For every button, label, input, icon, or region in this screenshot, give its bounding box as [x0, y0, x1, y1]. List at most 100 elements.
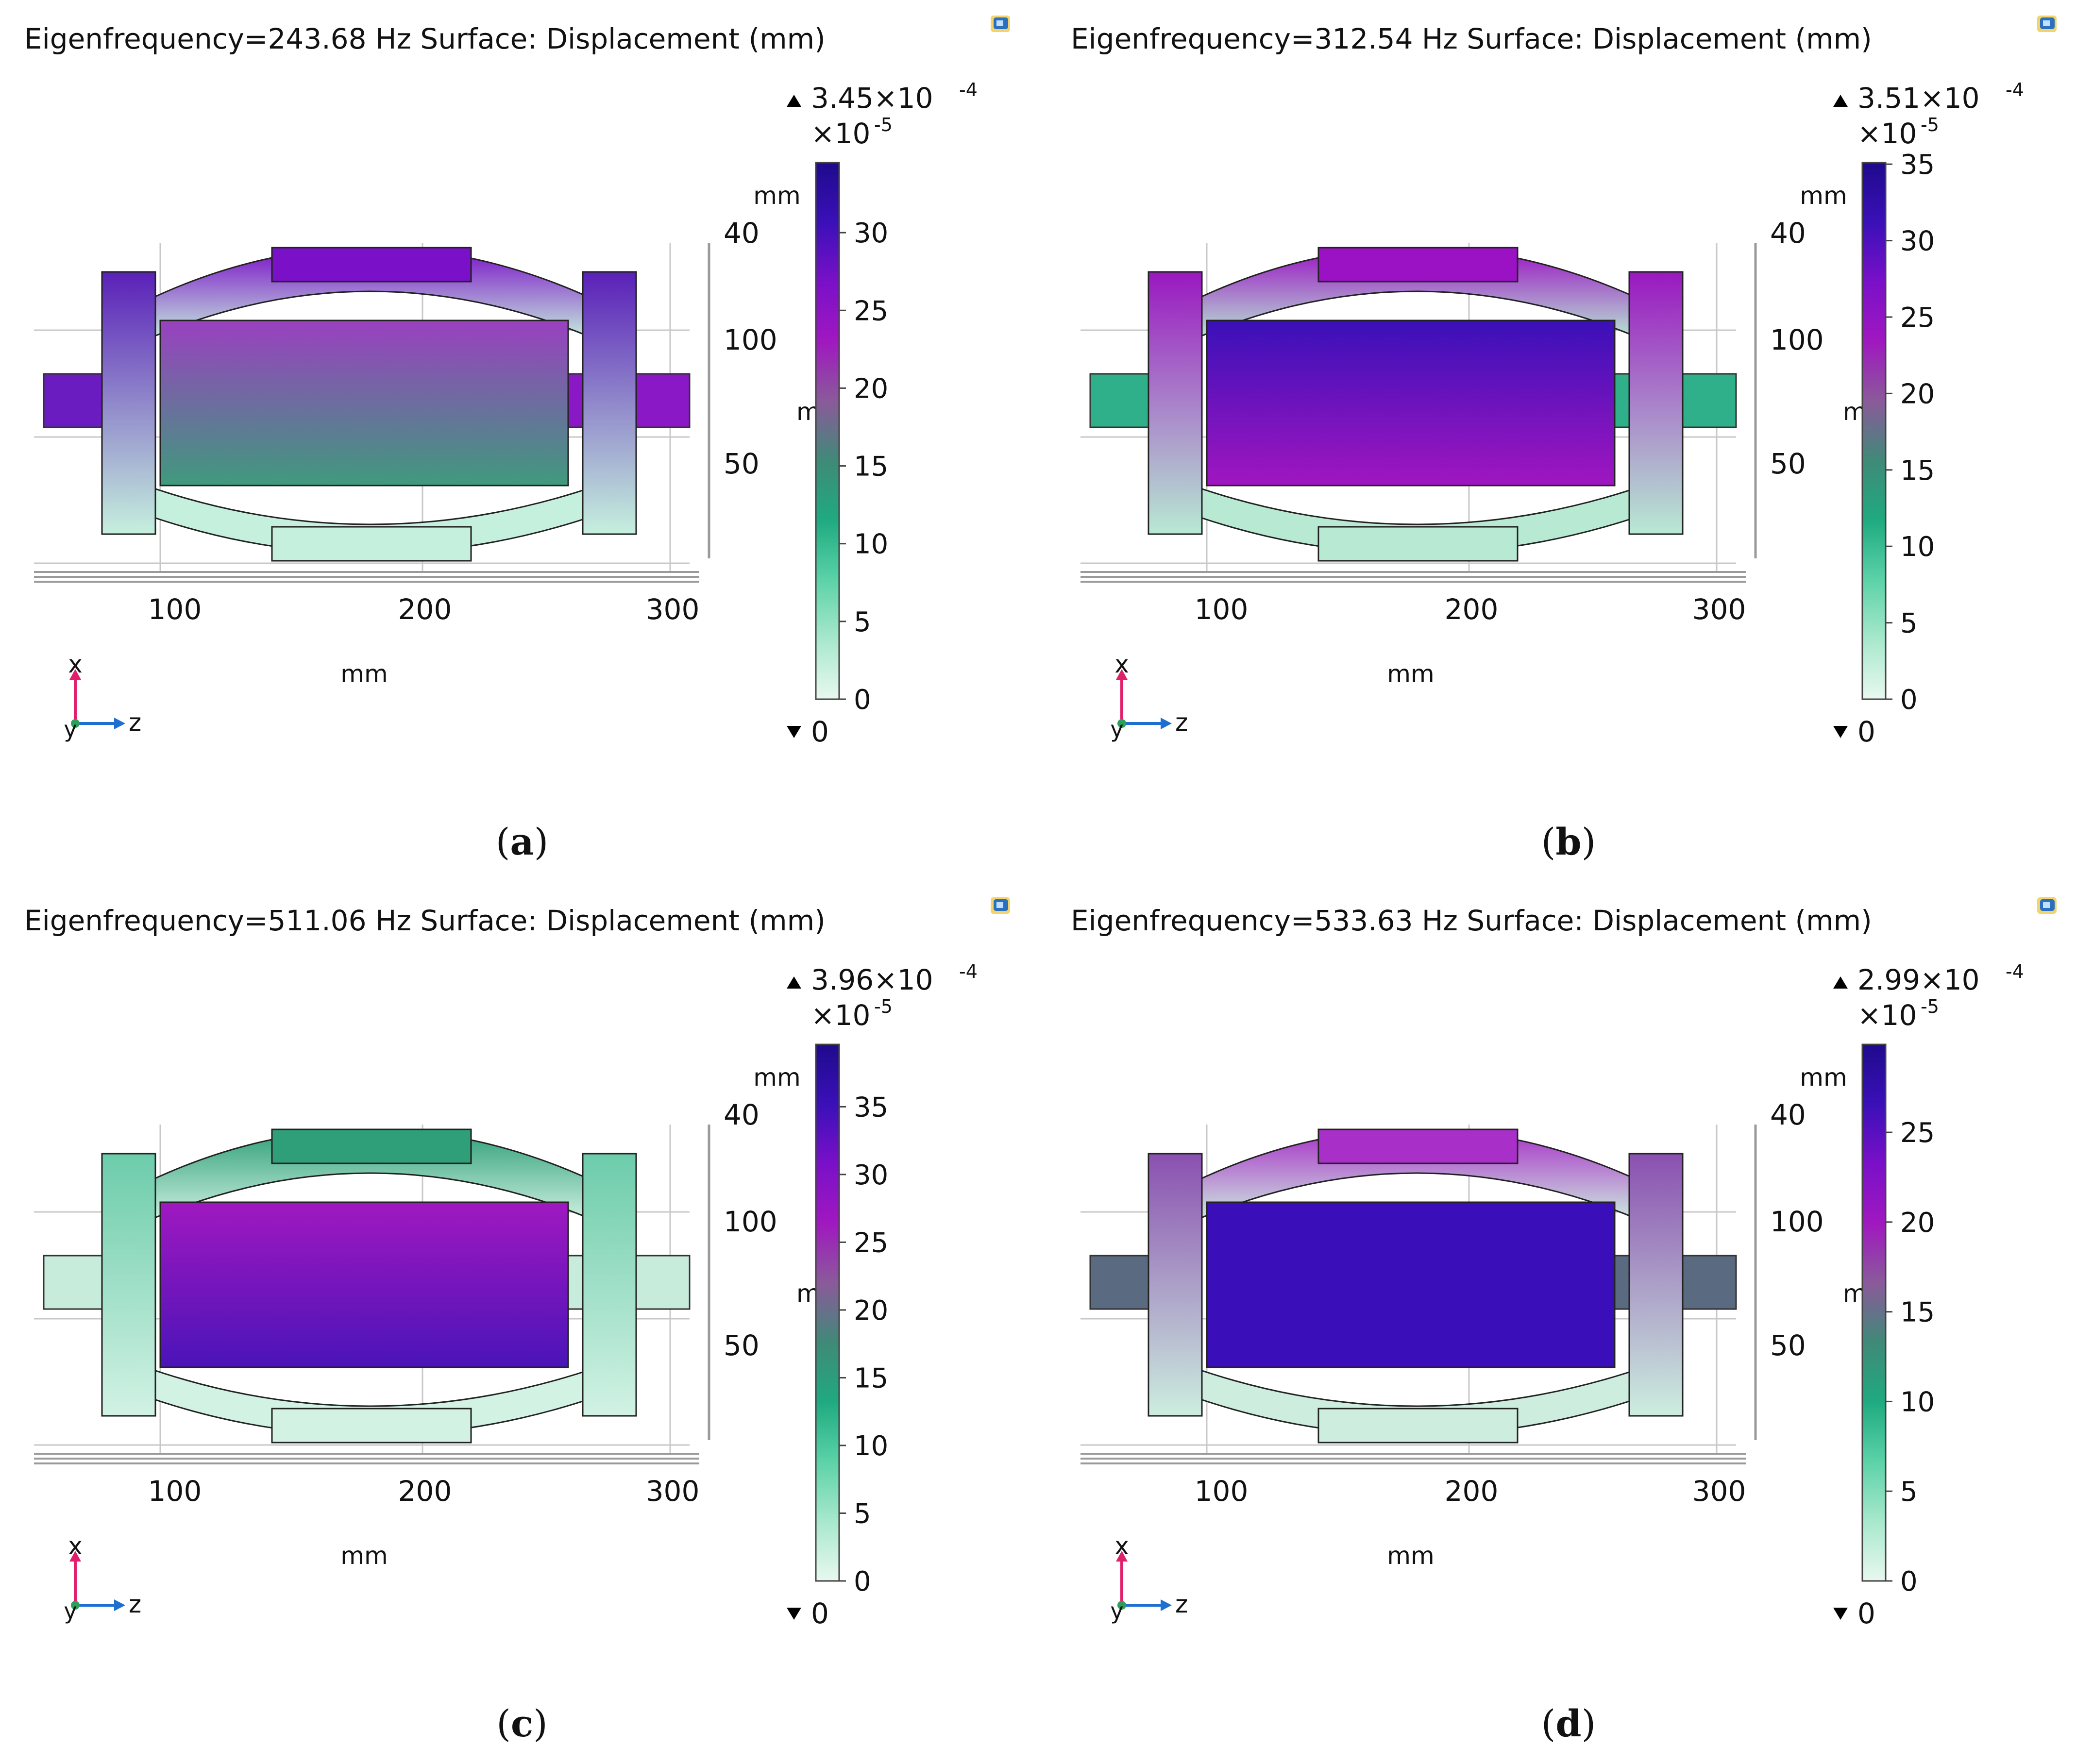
side-tick-label: 100 [724, 1205, 777, 1238]
min-triangle-icon [1833, 1608, 1848, 1620]
triad-x-label: x [68, 1532, 83, 1560]
colorbar-tick-label: 20 [1900, 1207, 1935, 1239]
upper-pad [271, 247, 472, 283]
central-mass [1206, 1201, 1616, 1368]
plot-title: Eigenfrequency=312.54 Hz Surface: Displa… [1071, 22, 1872, 55]
triad-y-label: y [1110, 1598, 1123, 1624]
model-render [1080, 1125, 1757, 1464]
triad-y-dot [71, 719, 80, 728]
colorbar-scale-exponent: -5 [1921, 996, 1939, 1017]
triad-x-label: x [68, 650, 83, 678]
colorbar-tick-label: 15 [1900, 1297, 1935, 1328]
figure-panel-b: Eigenfrequency=312.54 Hz Surface: Displa… [1046, 0, 2093, 882]
triad-z-label: z [129, 1590, 141, 1618]
side-tick-label: 100 [1770, 1205, 1824, 1238]
side-tick-label: 50 [724, 447, 760, 480]
colorbar-tick-label: 25 [1900, 1117, 1935, 1149]
triad-x-label: x [1114, 650, 1129, 678]
colorbar-tick-label: 0 [1900, 684, 1918, 716]
colorbar-tick-label: 30 [1900, 226, 1935, 257]
central-mass [159, 1201, 569, 1368]
upper-pad [271, 1128, 472, 1164]
colorbar-max-label: 2.99×10 [1857, 963, 1980, 996]
x-tick-label: 300 [1692, 1475, 1746, 1508]
colorbar-tick-label: 10 [854, 1430, 888, 1462]
colorbar-tick-label: 5 [1900, 608, 1918, 639]
upper-pad [1317, 1128, 1519, 1164]
colorbar-max-exponent: -4 [2006, 961, 2024, 982]
colorbar-tick-label: 35 [1900, 149, 1935, 181]
left-leg [101, 271, 156, 535]
x-axis-unit: mm [1387, 660, 1434, 688]
side-tick-label: 50 [724, 1329, 760, 1362]
colorbar-tick-label: 20 [1900, 378, 1935, 410]
plot-title: Eigenfrequency=533.63 Hz Surface: Displa… [1071, 904, 1872, 937]
x-tick-label: 100 [1195, 593, 1249, 626]
x-tick-label: 300 [646, 1475, 700, 1508]
colorbar-tick-label: 35 [854, 1092, 888, 1123]
caption-letter: c [511, 1702, 533, 1745]
lower-pad [1317, 526, 1519, 562]
colorbar-scale-exponent: -5 [1921, 114, 1939, 135]
model-render [1080, 243, 1757, 583]
colorbar-max-exponent: -4 [2006, 79, 2024, 101]
caption-letter: a [510, 820, 534, 863]
ground-lines [34, 571, 699, 583]
lower-pad [271, 1408, 472, 1444]
x-tick-label: 100 [1195, 1475, 1249, 1508]
panel-caption: (a) [496, 820, 549, 863]
colorbar-tick-label: 25 [854, 295, 888, 327]
right-leg [582, 1153, 637, 1417]
plot-title: Eigenfrequency=511.06 Hz Surface: Displa… [24, 904, 826, 937]
ground-lines [34, 1453, 699, 1464]
model-render [34, 1125, 710, 1464]
colorbar-tick-label: 15 [1900, 455, 1935, 487]
colorbar-gradient [815, 162, 840, 700]
ground-lines [1080, 571, 1746, 583]
colorbar-tick-label: 0 [854, 1566, 871, 1597]
left-leg [1148, 271, 1203, 535]
comsol-logo-icon [991, 16, 1010, 32]
x-tick-label: 200 [1445, 593, 1499, 626]
figure-panel-a: Eigenfrequency=243.68 Hz Surface: Displa… [0, 0, 1046, 882]
central-mass [159, 319, 569, 487]
x-tick-label: 200 [1445, 1475, 1499, 1508]
colorbar-tick-label: 10 [1900, 531, 1935, 563]
side-tick-label: 100 [724, 323, 777, 356]
max-triangle-icon [787, 976, 801, 989]
min-triangle-icon [787, 1608, 801, 1620]
colorbar: 3.45×10 -4 ×10 -5 30 25 20 15 10 5 00 [787, 79, 978, 748]
x-axis-unit: mm [1387, 1542, 1434, 1570]
ground-lines [1080, 1453, 1746, 1464]
caption-letter: b [1555, 820, 1581, 863]
colorbar-scale-label: ×10 [1857, 117, 1917, 150]
side-tick-label: 40 [724, 217, 760, 250]
axis-triad: x z y [1110, 650, 1188, 742]
min-triangle-icon [787, 726, 801, 738]
figure-svg: Eigenfrequency=312.54 Hz Surface: Displa… [1071, 16, 2057, 863]
colorbar-tick-label: 25 [1900, 302, 1935, 334]
side-axis-unit: mm [753, 1063, 800, 1092]
left-leg [101, 1153, 156, 1417]
side-tick-label: 50 [1770, 1329, 1806, 1362]
colorbar-tick-label: 0 [854, 684, 871, 716]
colorbar-min-label: 0 [1857, 715, 1875, 748]
triad-x-label: x [1114, 1532, 1129, 1560]
upper-pad [1317, 247, 1519, 283]
colorbar-tick-label: 5 [854, 606, 871, 638]
colorbar-scale-label: ×10 [1857, 999, 1917, 1032]
x-tick-label: 300 [1692, 593, 1746, 626]
colorbar: 3.96×10 -4 ×10 -5 35 30 25 20 15 10 5 00 [787, 961, 978, 1630]
triad-z-label: z [1175, 1590, 1188, 1618]
colorbar-tick-label: 15 [854, 1362, 888, 1394]
max-triangle-icon [787, 95, 801, 107]
side-axis-unit: mm [1800, 182, 1847, 210]
colorbar-min-label: 0 [811, 1597, 829, 1630]
triad-y-label: y [64, 1598, 77, 1624]
caption-letter: d [1555, 1702, 1581, 1745]
x-tick-label: 100 [148, 593, 202, 626]
triad-y-dot [1117, 1601, 1126, 1610]
axis-triad: x z y [1110, 1532, 1188, 1624]
panel-caption: (d) [1541, 1702, 1596, 1745]
side-tick-label: 50 [1770, 447, 1806, 480]
